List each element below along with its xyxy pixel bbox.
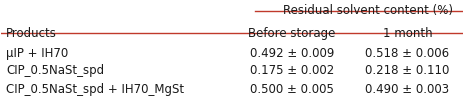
Text: 0.175 ± 0.002: 0.175 ± 0.002 <box>250 64 334 77</box>
Text: CIP_0.5NaSt_spd + IH70_MgSt: CIP_0.5NaSt_spd + IH70_MgSt <box>6 83 184 96</box>
Text: μIP + IH70: μIP + IH70 <box>6 47 68 60</box>
Text: 0.218 ± 0.110: 0.218 ± 0.110 <box>365 64 450 77</box>
Text: Residual solvent content (%): Residual solvent content (%) <box>283 4 453 17</box>
Text: CIP_0.5NaSt_spd: CIP_0.5NaSt_spd <box>6 64 104 77</box>
Text: 0.500 ± 0.005: 0.500 ± 0.005 <box>250 83 334 96</box>
Text: 1 month: 1 month <box>383 27 432 40</box>
Text: 0.490 ± 0.003: 0.490 ± 0.003 <box>365 83 450 96</box>
Text: Before storage: Before storage <box>248 27 336 40</box>
Text: 0.518 ± 0.006: 0.518 ± 0.006 <box>365 47 450 60</box>
Text: Products: Products <box>6 27 57 40</box>
Text: 0.492 ± 0.009: 0.492 ± 0.009 <box>250 47 334 60</box>
